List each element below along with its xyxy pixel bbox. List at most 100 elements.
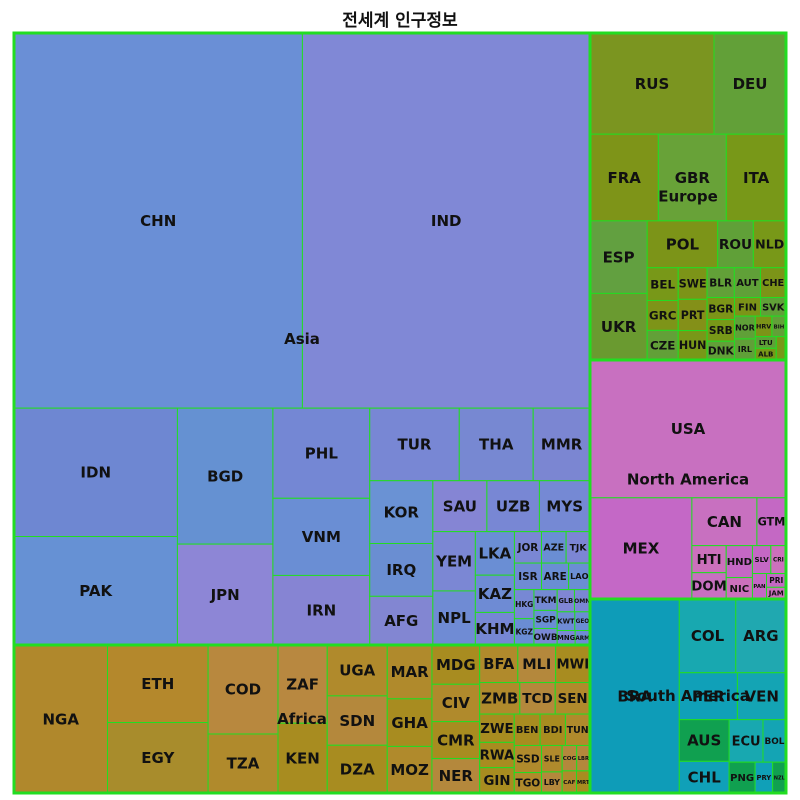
- tile-label-tur: TUR: [398, 436, 432, 454]
- tile-label-ben: BEN: [516, 725, 539, 736]
- tile-nga: [13, 644, 109, 794]
- tile-label-tha: THA: [479, 436, 514, 454]
- tile-label-nic: NIC: [730, 584, 750, 595]
- tile-aut: [733, 267, 761, 299]
- tile-mmr: [532, 407, 591, 482]
- tile-label-nor: NOR: [735, 323, 755, 332]
- tile-label-lbr: LBR: [578, 756, 589, 762]
- tile-label-bel: BEL: [650, 277, 675, 291]
- tile-label-sdn: SDN: [339, 712, 375, 730]
- tile-label-sle: SLE: [544, 754, 560, 763]
- tile-pol: [646, 220, 719, 269]
- tile-label-tza: TZA: [227, 755, 260, 773]
- tile-label-aze: AZE: [543, 543, 564, 554]
- tile-label-alb: ALB: [758, 351, 773, 359]
- tile-label-can: CAN: [707, 513, 742, 531]
- group-border: [12, 643, 592, 795]
- tile-label-bfa: BFA: [483, 656, 515, 673]
- group-south-america: BRA COL ARG PER VEN AUS CHL ECU BOL PNG PRY NZL Sout…: [588, 597, 788, 795]
- tile-label-nzl: NZL: [774, 775, 786, 781]
- tile-label-rus: RUS: [635, 75, 670, 93]
- tile-png: [728, 761, 756, 794]
- tile-label-gtm: GTM: [758, 516, 786, 529]
- group-asia: CHN IND IDN PAK BGD JPN PHL VNM IRN TUR THA MMR KOR I…: [12, 31, 592, 647]
- tile-label-hti: HTI: [697, 553, 722, 568]
- group-label: Africa: [277, 710, 327, 728]
- tile-label-mli: MLI: [522, 657, 551, 673]
- tile-label-nga: NGA: [43, 710, 80, 728]
- tile-label-irn: IRN: [306, 601, 336, 619]
- tile-label-cmr: CMR: [437, 731, 475, 749]
- tile-label-bih: BIH: [774, 324, 785, 330]
- tile-bra: [589, 598, 680, 794]
- tile-label-irq: IRQ: [386, 561, 416, 579]
- tile-label-sau: SAU: [443, 497, 477, 515]
- tile-label-hrv: HRV: [756, 323, 771, 331]
- tile-jor: [513, 531, 542, 564]
- tile-label-bgr: BGR: [708, 303, 733, 315]
- tile-label-hkg: HKG: [515, 600, 533, 609]
- tile-mex: [589, 497, 693, 600]
- tile-label-sgp: SGP: [535, 616, 556, 626]
- tile-pak: [13, 536, 178, 646]
- tile-label-tgo: TGO: [516, 777, 541, 789]
- tile-irq: [369, 542, 434, 597]
- tile-label-eth: ETH: [141, 675, 174, 693]
- tile-label-dza: DZA: [340, 760, 375, 778]
- tile-label-deu: DEU: [733, 75, 768, 93]
- tile-label-mwi: MWI: [557, 657, 590, 672]
- group-africa: NGA ETH EGY COD TZA ZAF KEN UGA SDN DZA MAR GHA MOZ M…: [12, 643, 592, 795]
- tile-label-bdi: BDI: [543, 725, 562, 736]
- tile-label-ita: ITA: [743, 169, 770, 187]
- tile-che: [759, 267, 787, 299]
- tile-bgd: [176, 407, 274, 545]
- tile-label-fra: FRA: [607, 169, 641, 187]
- tile-ken: [277, 722, 328, 794]
- tile-label-owb: OWB: [534, 633, 558, 643]
- tile-label-glb: GLB: [559, 597, 574, 605]
- tile-grc: [646, 299, 679, 331]
- tile-zmb: [479, 682, 521, 715]
- tile-cod: [207, 644, 279, 735]
- tile-label-idn: IDN: [80, 464, 111, 482]
- tile-label-zaf: ZAF: [286, 675, 319, 693]
- tile-label-col: COL: [691, 627, 725, 645]
- tile-label-lao: LAO: [570, 571, 589, 581]
- tile-bdi: [539, 713, 566, 746]
- tile-label-geo: GEO: [576, 619, 590, 625]
- tile-label-tjk: TJK: [570, 543, 588, 554]
- tile-label-kor: KOR: [384, 503, 420, 521]
- tile-label-ken: KEN: [285, 749, 319, 767]
- tile-label-kaz: KAZ: [478, 585, 512, 603]
- tile-label-fin: FIN: [738, 302, 757, 313]
- tile-mys: [538, 480, 591, 533]
- tile-col: [678, 598, 737, 674]
- tile-usa: [589, 359, 787, 499]
- tile-label-gha: GHA: [391, 714, 428, 732]
- tile-rou: [717, 220, 754, 269]
- tile-label-uga: UGA: [339, 662, 375, 680]
- tile-label-ukr: UKR: [601, 318, 637, 336]
- tile-label-npl: NPL: [438, 609, 472, 627]
- tile-eth: [107, 644, 209, 724]
- tile-label-aus: AUS: [687, 732, 721, 750]
- tile-label-hun: HUN: [679, 339, 707, 352]
- tile-tha: [458, 407, 534, 482]
- tile-civ: [431, 683, 481, 723]
- tile-label-aut: AUT: [736, 278, 759, 289]
- group-label: South America: [626, 687, 750, 705]
- tile-label-omn: OMN: [574, 598, 590, 605]
- tile-label-jor: JOR: [517, 542, 539, 554]
- tile-kor: [369, 480, 434, 544]
- tile-mdg: [431, 644, 481, 685]
- tile-label-egy: EGY: [141, 749, 175, 767]
- tile-label-swe: SWE: [679, 277, 707, 290]
- tile-label-dom: DOM: [691, 579, 726, 594]
- tile-label-svk: SVK: [762, 302, 785, 313]
- tile-label-pak: PAK: [79, 582, 113, 600]
- group-label: North America: [627, 471, 749, 489]
- tile-label-png: PNG: [730, 773, 754, 784]
- tile-label-irl: IRL: [738, 345, 752, 354]
